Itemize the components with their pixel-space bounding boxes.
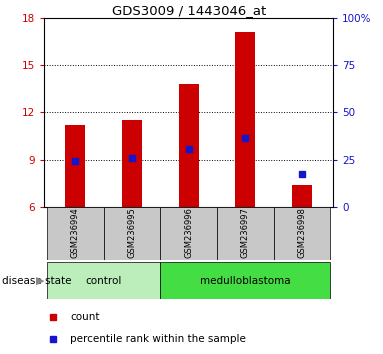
Text: GSM236997: GSM236997 — [241, 207, 250, 258]
Text: percentile rank within the sample: percentile rank within the sample — [70, 334, 246, 344]
Text: count: count — [70, 312, 100, 322]
Text: disease state: disease state — [2, 275, 71, 286]
Text: medulloblastoma: medulloblastoma — [200, 275, 291, 286]
Bar — [160, 262, 331, 299]
Text: GSM236995: GSM236995 — [128, 207, 136, 258]
Bar — [160, 207, 217, 260]
Bar — [217, 207, 274, 260]
Bar — [65, 125, 85, 207]
Bar — [179, 84, 198, 207]
Bar — [103, 207, 160, 260]
Text: control: control — [85, 275, 122, 286]
Bar — [47, 262, 160, 299]
Text: ▶: ▶ — [36, 275, 44, 286]
Bar — [122, 120, 142, 207]
Title: GDS3009 / 1443046_at: GDS3009 / 1443046_at — [111, 4, 266, 17]
Bar — [236, 32, 255, 207]
Text: GSM236996: GSM236996 — [184, 207, 193, 258]
Text: GSM236998: GSM236998 — [298, 207, 306, 258]
Bar — [47, 207, 103, 260]
Bar — [274, 207, 331, 260]
Text: GSM236994: GSM236994 — [71, 207, 80, 258]
Bar — [292, 185, 312, 207]
